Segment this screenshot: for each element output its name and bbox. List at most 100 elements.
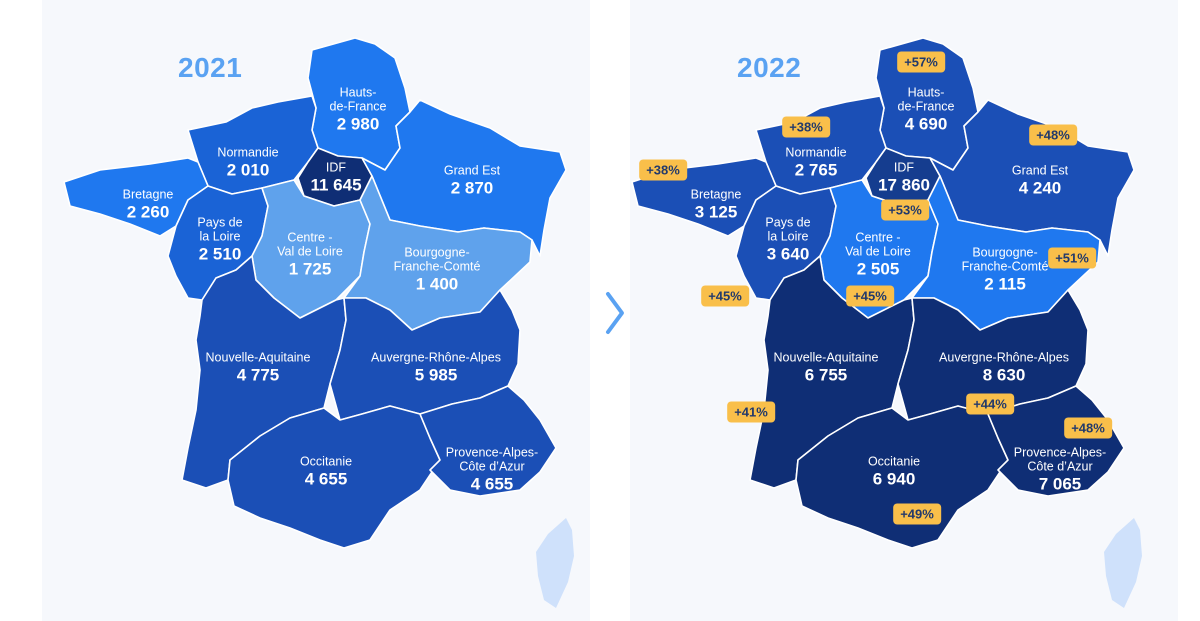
region-centre-2021[interactable] <box>251 179 371 319</box>
region-value: 2 010 <box>226 160 270 180</box>
region-label-grandest-2022: Grand Est 4 240 <box>1012 164 1068 199</box>
region-value: 2 510 <box>198 244 242 264</box>
region-value: 3 125 <box>694 202 738 222</box>
region-value: 11 645 <box>310 175 362 195</box>
region-name: Grand Est <box>443 163 501 178</box>
region-value: 3 640 <box>766 244 810 264</box>
region-label-idf-2021: IDF 11 645 <box>310 161 361 196</box>
region-value: 2 870 <box>450 178 494 198</box>
region-name: Normandie <box>217 145 279 160</box>
year-label-2021: 2021 <box>178 52 243 83</box>
region-value: 4 240 <box>1018 178 1062 198</box>
region-label-pdl-2021: Pays de la Loire 2 510 <box>197 216 242 265</box>
corsica-2022 <box>1104 518 1142 608</box>
region-value: 1 400 <box>415 274 459 294</box>
region-name: Côte d’Azur <box>459 459 525 474</box>
region-name: Côte d’Azur <box>1027 459 1093 474</box>
region-value: 6 755 <box>804 365 848 385</box>
region-label-naq-2022: Nouvelle-Aquitaine 6 755 <box>774 351 879 386</box>
region-label-centre-2021: Centre - Val de Loire 1 725 <box>277 231 343 280</box>
change-badge-naq: +41% <box>727 401 775 423</box>
region-name: Bretagne <box>690 187 742 202</box>
region-name: Bretagne <box>122 187 174 202</box>
region-paca-2021[interactable] <box>419 385 557 497</box>
change-badge-normandie: +38% <box>782 116 830 138</box>
year-label-2022: 2022 <box>737 52 802 83</box>
region-label-normandie-2022: Normandie 2 765 <box>785 146 846 181</box>
change-badge-idf: +53% <box>881 199 929 221</box>
region-name: Nouvelle-Aquitaine <box>773 350 879 365</box>
region-name: Val de Loire <box>277 244 343 259</box>
region-label-naq-2021: Nouvelle-Aquitaine 4 775 <box>206 351 311 386</box>
region-name: Hauts- <box>339 85 377 100</box>
region-name: Franche-Comté <box>961 259 1049 274</box>
region-value: 2 115 <box>984 274 1026 294</box>
map-2022 <box>631 37 1142 608</box>
region-name: Provence-Alpes- <box>445 445 539 460</box>
change-badge-paca: +48% <box>1064 417 1112 439</box>
region-value: 2 260 <box>126 202 170 222</box>
region-value: 2 765 <box>794 160 838 180</box>
region-label-ara-2021: Auvergne-Rhône-Alpes 5 985 <box>371 351 501 386</box>
region-name: la Loire <box>767 229 809 244</box>
region-label-hauts-2021: Hauts-de-France 2 980 <box>330 86 387 135</box>
region-label-bfc-2022: Bourgogne- Franche-Comté 2 115 <box>962 246 1049 295</box>
change-badge-bfc: +51% <box>1048 247 1096 269</box>
region-name: la Loire <box>199 229 241 244</box>
region-value: 1 725 <box>288 259 332 279</box>
region-label-idf-2022: IDF 17 860 <box>878 161 930 196</box>
region-label-bretagne-2021: Bretagne 2 260 <box>123 188 174 223</box>
region-label-centre-2022: Centre - Val de Loire 2 505 <box>845 231 911 280</box>
region-name: Centre - <box>287 230 333 245</box>
region-name: de-France <box>897 99 955 114</box>
region-grandest-2021[interactable] <box>361 99 567 257</box>
region-name: Grand Est <box>1011 163 1069 178</box>
region-name: IDF <box>325 160 347 175</box>
region-label-hauts-2022: Hauts-de-France 4 690 <box>898 86 955 135</box>
region-value: 4 655 <box>470 474 514 494</box>
chevron-right-icon[interactable] <box>600 288 630 338</box>
region-name: Normandie <box>785 145 847 160</box>
region-name: Auvergne-Rhône-Alpes <box>939 350 1069 365</box>
change-badge-grandest: +48% <box>1029 124 1077 146</box>
region-value: 8 630 <box>982 365 1026 385</box>
region-name: Franche-Comté <box>393 259 481 274</box>
region-name: Bourgogne- <box>972 245 1038 260</box>
region-value: 2 980 <box>336 114 380 134</box>
region-name: Centre - <box>855 230 901 245</box>
region-label-paca-2021: Provence-Alpes- Côte d’Azur 4 655 <box>446 446 538 495</box>
region-label-paca-2022: Provence-Alpes- Côte d’Azur 7 065 <box>1014 446 1106 495</box>
region-label-normandie-2021: Normandie 2 010 <box>217 146 278 181</box>
region-label-occ-2021: Occitanie 4 655 <box>300 455 352 490</box>
region-name: de-France <box>329 99 387 114</box>
region-name: Provence-Alpes- <box>1013 445 1107 460</box>
region-name: IDF <box>893 160 915 175</box>
region-name: Occitanie <box>299 454 353 469</box>
region-name: Bourgogne- <box>404 245 470 260</box>
region-name: Val de Loire <box>845 244 911 259</box>
region-name: Occitanie <box>867 454 921 469</box>
region-value: 6 940 <box>872 469 916 489</box>
region-label-ara-2022: Auvergne-Rhône-Alpes 8 630 <box>939 351 1069 386</box>
region-paca-2022[interactable] <box>987 385 1125 497</box>
region-name: Pays de <box>765 215 811 230</box>
region-name: Nouvelle-Aquitaine <box>205 350 311 365</box>
region-value: 4 655 <box>304 469 348 489</box>
region-name: Auvergne-Rhône-Alpes <box>371 350 501 365</box>
map-2021 <box>63 37 574 608</box>
region-name: Pays de <box>197 215 243 230</box>
region-value: 5 985 <box>414 365 458 385</box>
change-badge-bretagne: +38% <box>639 159 687 181</box>
corsica-2021 <box>536 518 574 608</box>
region-value: 7 065 <box>1038 474 1082 494</box>
region-label-bretagne-2022: Bretagne 3 125 <box>691 188 742 223</box>
change-badge-pdl: +45% <box>701 285 749 307</box>
region-grandest-2022[interactable] <box>929 99 1135 257</box>
region-value: 4 775 <box>236 365 280 385</box>
region-value: 4 690 <box>904 114 948 134</box>
region-value: 2 505 <box>856 259 900 279</box>
region-label-bfc-2021: Bourgogne- Franche-Comté 1 400 <box>394 246 481 295</box>
region-value: 17 860 <box>878 175 930 195</box>
region-label-occ-2022: Occitanie 6 940 <box>868 455 920 490</box>
